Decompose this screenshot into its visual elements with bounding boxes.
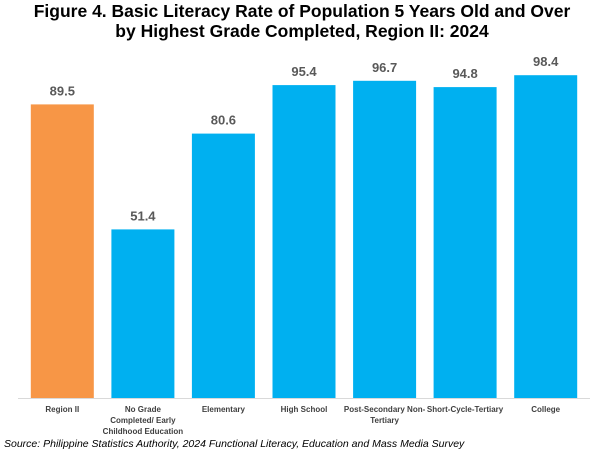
data-label-5: 94.8 — [452, 66, 477, 81]
bar-6 — [514, 75, 578, 398]
data-label-2: 80.6 — [211, 113, 236, 128]
bar-5 — [433, 87, 497, 398]
data-label-1: 51.4 — [130, 208, 156, 223]
chart-title: Figure 4. Basic Literacy Rate of Populat… — [0, 1, 604, 41]
category-label-6-line-0: College — [531, 405, 560, 414]
bar-3 — [272, 85, 336, 398]
data-label-0: 89.5 — [50, 83, 75, 98]
bar-2 — [191, 133, 255, 398]
category-label-1-line-1: Completed/ Early — [110, 416, 176, 425]
category-label-3-line-0: High School — [281, 405, 328, 414]
bar-4 — [353, 80, 417, 399]
data-label-3: 95.4 — [291, 64, 317, 79]
source-note: Source: Philippine Statistics Authority,… — [4, 438, 465, 450]
category-label-4-line-0: Post-Secondary Non- — [344, 405, 426, 414]
chart-title-line-2: by Highest Grade Completed, Region II: 2… — [115, 21, 489, 41]
data-label-6: 98.4 — [533, 54, 559, 69]
chart-title-line-1: Figure 4. Basic Literacy Rate of Populat… — [33, 1, 571, 21]
category-label-5-line-0: Short-Cycle-Tertiary — [427, 405, 504, 414]
bar-1 — [111, 229, 175, 398]
category-label-1-line-0: No Grade — [125, 405, 162, 414]
bar-0 — [30, 104, 94, 399]
category-label-1-line-2: Childhood Education — [103, 427, 184, 436]
plot-area: 89.5 Region II 51.4 No Grade Completed/ Earl… — [18, 54, 590, 436]
category-label-4-line-1: Tertiary — [370, 416, 399, 425]
data-label-4: 96.7 — [372, 60, 397, 75]
category-label-2-line-0: Elementary — [202, 405, 246, 414]
bar-chart: 89.5 Region II 51.4 No Grade Completed/ Earl… — [18, 54, 590, 436]
category-label-0-line-0: Region II — [45, 405, 79, 414]
